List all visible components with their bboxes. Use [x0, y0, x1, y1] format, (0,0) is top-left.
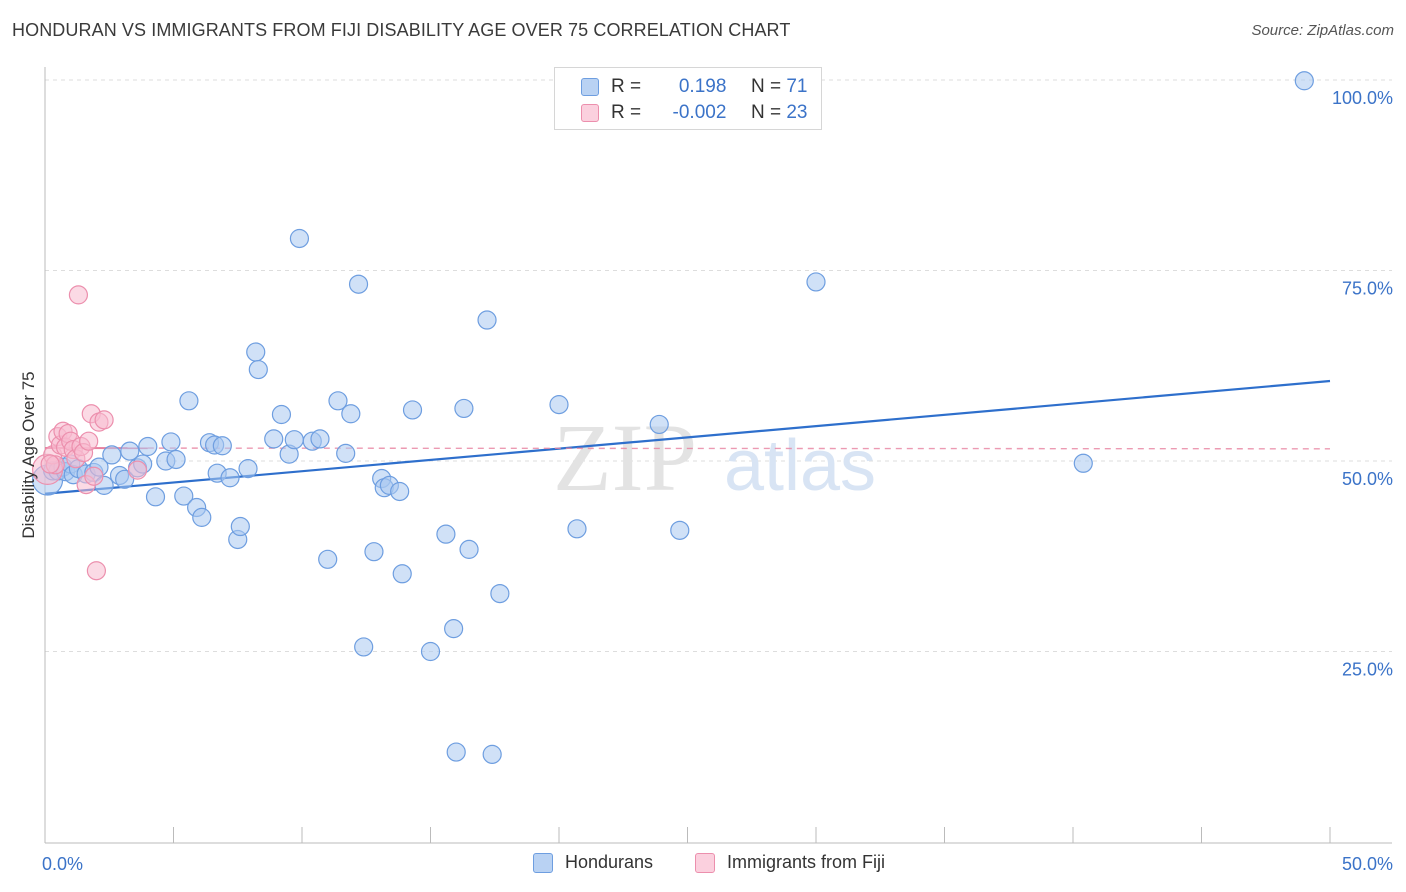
point-hondurans — [212, 436, 232, 456]
point-hondurans — [138, 436, 158, 457]
point-hondurans — [477, 310, 497, 330]
point-hondurans — [336, 443, 356, 463]
bottom-legend-swatch-blue — [533, 853, 553, 873]
data-points — [31, 71, 1314, 764]
point-hondurans — [166, 449, 186, 470]
source-label: Source: ZipAtlas.com — [1251, 22, 1394, 39]
bottom-legend-label: Immigrants from Fiji — [727, 852, 886, 872]
point-hondurans — [490, 583, 510, 604]
point-hondurans — [289, 228, 310, 249]
bottom-legend-label: Hondurans — [565, 852, 654, 872]
x-tick-label: 0.0% — [42, 854, 83, 874]
point-hondurans — [161, 432, 181, 452]
point-hondurans — [230, 516, 250, 537]
y-tick-label: 25.0% — [1342, 660, 1393, 680]
point-hondurans — [328, 391, 348, 411]
point-hondurans — [179, 391, 199, 411]
axes — [44, 67, 1392, 844]
point-hondurans — [482, 744, 502, 764]
point-fiji — [40, 454, 60, 474]
point-fiji — [68, 285, 89, 305]
y-axis-label: Disability Age Over 75 — [19, 371, 38, 538]
point-hondurans — [310, 429, 330, 449]
point-fiji — [84, 466, 104, 486]
point-hondurans — [446, 742, 466, 762]
point-hondurans — [238, 459, 258, 479]
point-hondurans — [102, 445, 122, 465]
bottom-legend-swatch-pink — [695, 853, 715, 873]
point-hondurans — [670, 520, 690, 540]
point-hondurans — [145, 487, 166, 507]
legend-r-label: R = — [611, 102, 642, 123]
point-hondurans — [1073, 453, 1093, 473]
legend-r-value: -0.002 — [672, 102, 727, 123]
y-tick-label: 75.0% — [1342, 279, 1393, 299]
legend-n-label: N = — [750, 76, 782, 97]
point-hondurans — [1294, 71, 1314, 91]
point-fiji — [86, 561, 107, 581]
point-fiji — [79, 431, 99, 451]
point-hondurans — [364, 542, 384, 562]
point-hondurans — [459, 539, 479, 559]
point-hondurans — [318, 549, 338, 569]
point-hondurans — [454, 398, 474, 419]
correlation-legend: R = 0.198 N = 71 R = -0.002 N = 23 — [554, 67, 822, 130]
watermark-atlas: atlas — [724, 426, 876, 506]
watermark-zip: ZIP — [553, 404, 697, 511]
chart-title: HONDURAN VS IMMIGRANTS FROM FIJI DISABIL… — [12, 20, 791, 40]
point-hondurans — [649, 414, 669, 435]
point-hondurans — [354, 637, 374, 657]
point-fiji — [127, 460, 148, 480]
point-hondurans — [420, 641, 441, 662]
grid — [45, 79, 1392, 652]
point-hondurans — [284, 430, 304, 450]
y-tick-label: 50.0% — [1342, 469, 1393, 489]
x-tick-label: 50.0% — [1342, 854, 1393, 874]
point-hondurans — [567, 519, 587, 539]
point-hondurans — [174, 486, 194, 506]
point-hondurans — [444, 619, 464, 639]
tick-labels: 25.0% 50.0% 75.0% 100.0% 0.0% 50.0% — [42, 88, 1393, 874]
point-hondurans — [436, 524, 456, 544]
point-hondurans — [120, 441, 140, 461]
point-hondurans — [271, 404, 292, 425]
legend-swatch-blue — [581, 78, 599, 96]
trend-line-hondurans — [44, 379, 1331, 495]
legend-n-value: 71 — [786, 76, 808, 97]
legend-n-label: N = — [750, 102, 782, 123]
point-hondurans — [390, 481, 410, 502]
point-hondurans — [549, 395, 569, 415]
point-hondurans — [402, 400, 423, 420]
point-hondurans — [220, 468, 240, 488]
legend-r-value: 0.198 — [678, 76, 727, 97]
point-hondurans — [264, 429, 284, 449]
point-hondurans — [348, 274, 369, 294]
point-hondurans — [341, 404, 361, 424]
point-hondurans — [246, 342, 266, 362]
legend-n-value: 23 — [786, 102, 808, 123]
point-hondurans — [248, 359, 268, 380]
point-hondurans — [806, 272, 826, 292]
legend-r-label: R = — [611, 76, 642, 97]
y-tick-label: 100.0% — [1332, 88, 1393, 108]
legend-swatch-pink — [581, 104, 599, 122]
point-hondurans — [192, 507, 212, 527]
watermark: ZIP atlas — [553, 404, 876, 511]
point-fiji — [94, 410, 114, 430]
point-hondurans — [392, 564, 412, 584]
